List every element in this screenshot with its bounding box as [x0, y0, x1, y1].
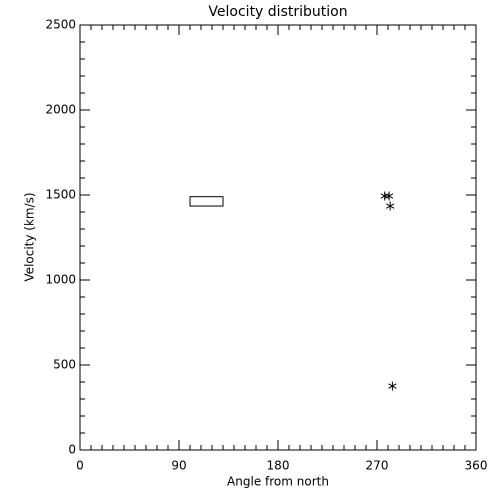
y-tick-label: 1500	[45, 188, 76, 202]
plot-frame	[79, 24, 477, 451]
x-tick-label: 270	[366, 459, 389, 473]
x-tick-label: 180	[267, 459, 290, 473]
x-tick-label: 360	[465, 459, 488, 473]
y-tick-label: 0	[68, 443, 76, 457]
asterisk-stroke	[384, 193, 394, 199]
y-tick-label: 2500	[45, 18, 76, 32]
asterisk-point	[388, 381, 397, 391]
x-tick-label: 90	[171, 459, 186, 473]
y-axis-label: Velocity (km/s)	[23, 192, 37, 281]
asterisk-point	[386, 201, 395, 211]
region-box	[189, 196, 224, 207]
asterisk-point	[380, 191, 389, 201]
asterisk-stroke	[386, 203, 395, 209]
chart-title: Velocity distribution	[208, 4, 347, 20]
asterisk-stroke	[388, 383, 397, 389]
y-tick-label: 1000	[45, 273, 76, 287]
y-tick-label: 2000	[45, 103, 76, 117]
x-axis-label: Angle from north	[227, 475, 329, 489]
x-tick-label: 0	[76, 459, 84, 473]
y-tick-label: 500	[53, 358, 76, 372]
asterisk-point	[384, 191, 394, 201]
